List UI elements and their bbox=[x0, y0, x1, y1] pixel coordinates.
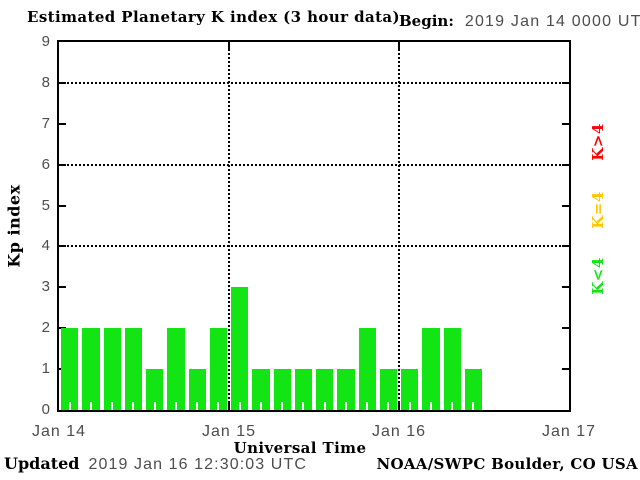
y-tick bbox=[562, 204, 569, 207]
x-axis-label: Universal Time bbox=[233, 439, 367, 457]
bar-center-tick bbox=[408, 402, 411, 410]
begin-value: 2019 Jan 14 0000 UTC bbox=[464, 13, 640, 30]
bar-center-tick bbox=[451, 402, 454, 410]
legend-item-k-gt-4: K>4 bbox=[589, 123, 607, 161]
y-tick bbox=[59, 286, 66, 289]
bar-center-tick bbox=[387, 402, 390, 410]
y-tick-label: 9 bbox=[41, 33, 50, 50]
bar-center-tick bbox=[68, 402, 71, 410]
x-tick-label: Jan 17 bbox=[541, 423, 597, 440]
kp-bar bbox=[61, 328, 79, 410]
chart-title: Estimated Planetary K index (3 hour data… bbox=[27, 8, 401, 26]
kp-bar bbox=[82, 328, 100, 410]
updated-value: 2019 Jan 16 12:30:03 UTC bbox=[88, 456, 307, 473]
kp-bar bbox=[273, 369, 291, 410]
y-tick bbox=[59, 122, 66, 125]
kp-bar bbox=[401, 369, 419, 410]
y-tick bbox=[59, 81, 66, 84]
bar-center-tick bbox=[281, 402, 284, 410]
x-tick bbox=[228, 42, 230, 49]
x-tick-label: Jan 16 bbox=[371, 423, 427, 440]
plot-area bbox=[57, 40, 571, 412]
bar-center-tick bbox=[366, 402, 369, 410]
x-tick bbox=[398, 403, 400, 410]
gridline-h bbox=[59, 81, 569, 84]
legend-item-k-lt-4: K<4 bbox=[589, 257, 607, 295]
x-tick bbox=[228, 403, 230, 410]
y-tick-label: 8 bbox=[41, 73, 50, 91]
y-tick-label: 2 bbox=[41, 319, 50, 337]
kp-bar bbox=[422, 328, 440, 410]
legend-item-k-eq-4: K=4 bbox=[589, 191, 607, 229]
y-axis-label: Kp index bbox=[4, 184, 24, 268]
bar-center-tick bbox=[89, 402, 92, 410]
gridline-h bbox=[59, 245, 569, 248]
bar-center-tick bbox=[153, 402, 156, 410]
kp-bar bbox=[103, 328, 121, 410]
y-tick bbox=[59, 245, 66, 248]
begin-label: Begin: bbox=[399, 12, 454, 30]
bar-center-tick bbox=[302, 402, 305, 410]
y-tick-label: 6 bbox=[41, 155, 50, 173]
kp-bar bbox=[252, 369, 270, 410]
bar-center-tick bbox=[174, 402, 177, 410]
kp-bar bbox=[379, 369, 397, 410]
kp-bar bbox=[146, 369, 164, 410]
kp-bar bbox=[188, 369, 206, 410]
y-tick bbox=[562, 368, 569, 371]
kp-bar bbox=[167, 328, 185, 410]
y-tick bbox=[562, 81, 569, 84]
bar-center-tick bbox=[259, 402, 262, 410]
gridline-h bbox=[59, 163, 569, 166]
gridline-v bbox=[228, 42, 230, 410]
bar-center-tick bbox=[472, 402, 475, 410]
kp-bar bbox=[231, 287, 249, 410]
y-tick bbox=[562, 286, 569, 289]
y-tick-label: 0 bbox=[41, 401, 50, 418]
y-tick-label: 7 bbox=[41, 114, 50, 132]
bar-center-tick bbox=[238, 402, 241, 410]
kp-bar bbox=[337, 369, 355, 410]
bar-center-tick bbox=[196, 402, 199, 410]
bar-center-tick bbox=[344, 402, 347, 410]
bar-center-tick bbox=[111, 402, 114, 410]
updated-label: Updated bbox=[4, 454, 80, 473]
y-tick bbox=[562, 327, 569, 330]
y-tick bbox=[562, 163, 569, 166]
bar-center-tick bbox=[132, 402, 135, 410]
kp-bar bbox=[358, 328, 376, 410]
bar-center-tick bbox=[217, 402, 220, 410]
begin-block: Begin: 2019 Jan 14 0000 UTC bbox=[399, 12, 640, 31]
y-tick bbox=[59, 327, 66, 330]
y-tick-label: 4 bbox=[41, 237, 50, 255]
kp-bar bbox=[464, 369, 482, 410]
x-tick bbox=[398, 42, 400, 49]
bar-center-tick bbox=[323, 402, 326, 410]
y-tick-label: 1 bbox=[41, 360, 50, 378]
y-tick bbox=[59, 163, 66, 166]
y-tick bbox=[562, 245, 569, 248]
x-tick-label: Jan 14 bbox=[31, 423, 87, 440]
kp-bar bbox=[294, 369, 312, 410]
updated-block: Updated 2019 Jan 16 12:30:03 UTC bbox=[4, 454, 307, 474]
kp-bar bbox=[316, 369, 334, 410]
gridline-v bbox=[398, 42, 400, 410]
bar-center-tick bbox=[429, 402, 432, 410]
kp-bar bbox=[209, 328, 227, 410]
y-tick bbox=[59, 204, 66, 207]
source-credit: NOAA/SWPC Boulder, CO USA bbox=[376, 455, 638, 473]
y-tick-label: 5 bbox=[41, 196, 50, 214]
y-tick bbox=[562, 122, 569, 125]
kp-bar bbox=[443, 328, 461, 410]
x-tick-label: Jan 15 bbox=[201, 423, 257, 440]
y-tick-label: 3 bbox=[41, 278, 50, 296]
kp-bar bbox=[124, 328, 142, 410]
